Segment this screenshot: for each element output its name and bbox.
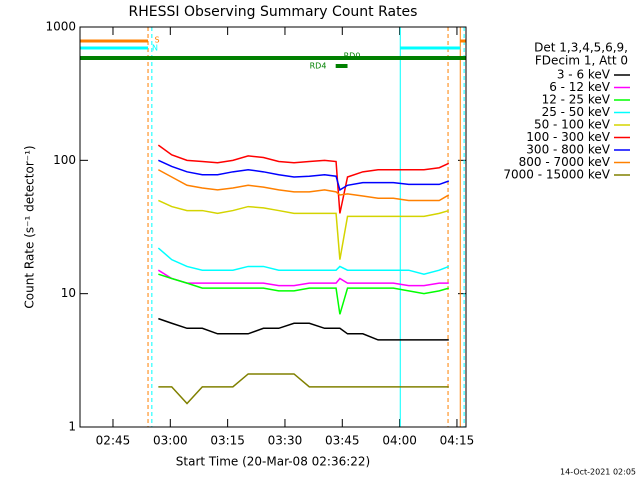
y-axis-label: Count Rate (s⁻¹ detector⁻¹) xyxy=(23,145,37,308)
flag-label: S xyxy=(154,36,159,45)
chart-title: RHESSI Observing Summary Count Rates xyxy=(129,4,418,20)
series-line xyxy=(158,273,450,315)
x-tick-label: 02:45 xyxy=(96,434,131,448)
x-tick-label: 03:15 xyxy=(210,434,245,448)
legend-label: 800 - 7000 keV xyxy=(519,155,611,169)
series-line xyxy=(157,144,450,214)
legend-label: 25 - 50 keV xyxy=(542,105,611,119)
y-tick-label: 1000 xyxy=(45,20,76,34)
legend-label: 7000 - 15000 keV xyxy=(503,168,610,182)
flag-label: N xyxy=(152,44,158,53)
legend-label: 300 - 800 keV xyxy=(526,143,610,157)
legend-label: 3 - 6 keV xyxy=(557,68,611,82)
x-tick-label: 04:15 xyxy=(440,434,475,448)
legend-label: 50 - 100 keV xyxy=(534,118,611,132)
legend-label: 6 - 12 keV xyxy=(549,80,611,94)
y-tick-label: 1 xyxy=(68,420,76,434)
x-axis-label: Start Time (20-Mar-08 02:36:22) xyxy=(176,455,370,469)
flag-label: RD0 xyxy=(344,52,361,61)
series-line xyxy=(157,269,449,287)
legend-label: 100 - 300 keV xyxy=(526,130,610,144)
legend-header: FDecim 1, Att 0 xyxy=(535,54,628,68)
series-line xyxy=(158,373,449,405)
series-line xyxy=(157,247,450,275)
y-tick-label: 10 xyxy=(61,286,76,300)
x-tick-label: 03:45 xyxy=(325,434,360,448)
y-tick-label: 100 xyxy=(53,153,76,167)
plot-frame xyxy=(79,26,467,428)
legend-header: Det 1,3,4,5,6,9, xyxy=(534,41,628,55)
x-tick-label: 03:30 xyxy=(268,434,303,448)
timestamp: 14-Oct-2021 02:05 xyxy=(560,468,636,477)
series-line xyxy=(157,169,450,202)
series-line xyxy=(158,317,449,341)
series-line xyxy=(158,159,450,192)
flag-label: RD4 xyxy=(310,62,327,71)
legend-label: 12 - 25 keV xyxy=(542,93,611,107)
x-tick-label: 03:00 xyxy=(153,434,188,448)
x-tick-label: 04:00 xyxy=(382,434,417,448)
series-line xyxy=(158,199,450,260)
